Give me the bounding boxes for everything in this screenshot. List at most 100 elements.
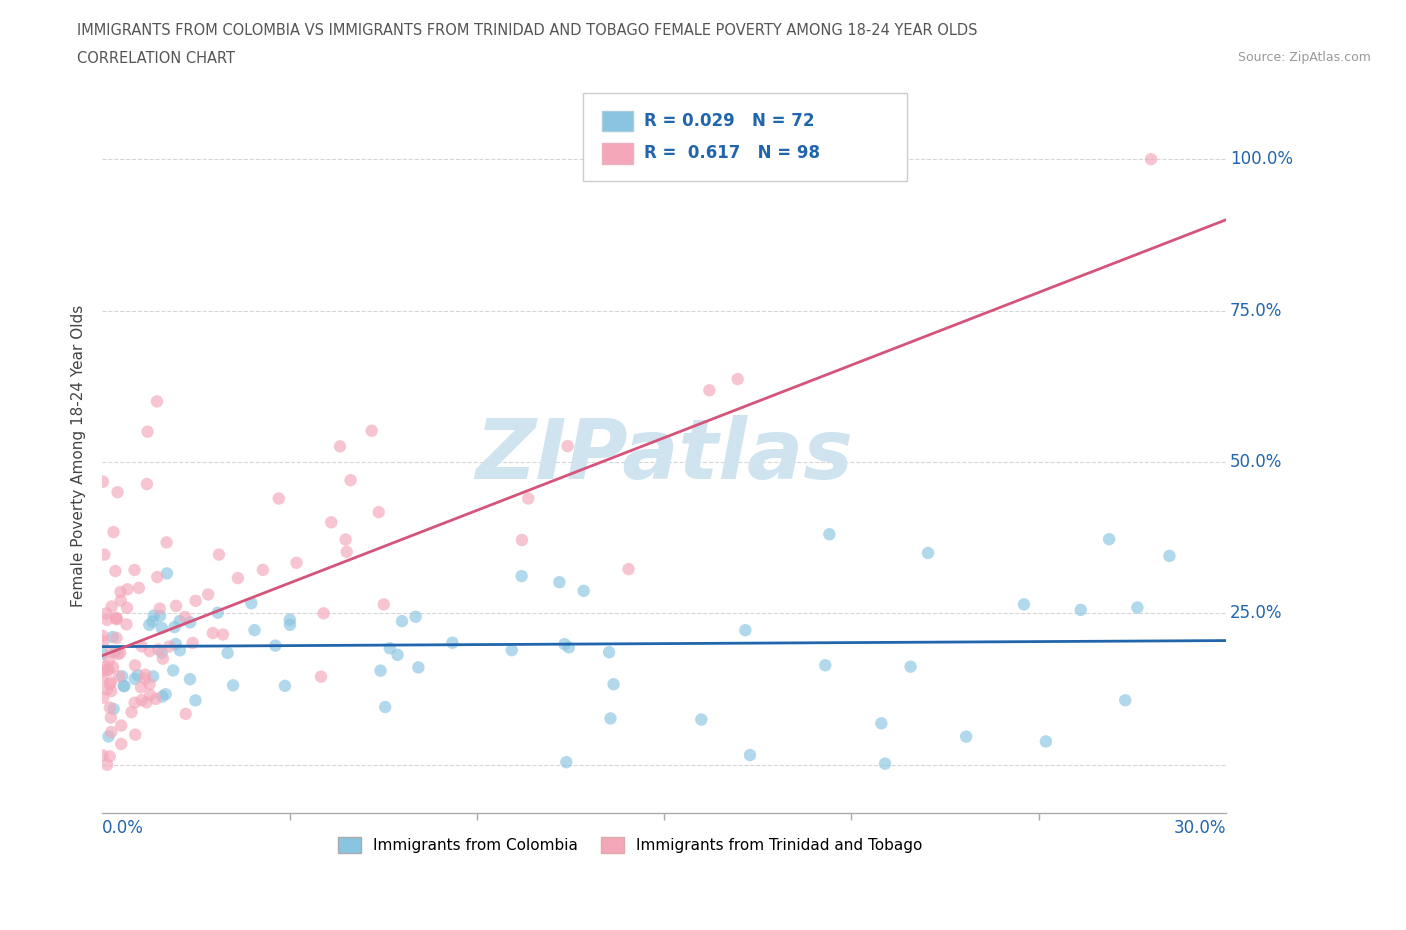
Point (917, 546, 939, 561)
Point (105, 610, 128, 625)
Point (367, 505, 389, 520)
Text: CORRELATION CHART: CORRELATION CHART (77, 51, 235, 66)
Point (96, 757, 118, 772)
Point (108, 645, 131, 660)
Point (142, 614, 165, 629)
Point (226, 571, 249, 586)
Point (155, 535, 177, 550)
Point (110, 593, 132, 608)
Point (156, 566, 179, 581)
Point (1140, 152, 1163, 166)
Point (150, 620, 173, 635)
Point (142, 669, 165, 684)
Point (98, 749, 121, 764)
Point (103, 525, 125, 539)
Point (207, 605, 229, 620)
Point (373, 597, 395, 612)
Point (212, 627, 235, 642)
Point (165, 637, 187, 652)
Point (165, 598, 187, 613)
Point (115, 617, 138, 631)
Point (179, 615, 201, 630)
Point (100, 675, 122, 690)
Point (135, 476, 157, 491)
Point (110, 718, 132, 733)
Point (818, 526, 841, 541)
Text: 30.0%: 30.0% (1174, 819, 1226, 837)
Point (100, 644, 122, 659)
Point (100, 684, 122, 698)
Point (91, 474, 114, 489)
Point (329, 439, 352, 454)
Point (181, 635, 204, 650)
Point (309, 670, 332, 684)
Point (370, 663, 392, 678)
Point (97, 654, 120, 669)
Point (1098, 532, 1121, 547)
Point (1126, 600, 1149, 615)
Point (1012, 597, 1035, 612)
Point (124, 658, 146, 672)
Point (734, 623, 756, 638)
Point (267, 491, 290, 506)
Text: R =  0.617   N = 98: R = 0.617 N = 98 (644, 144, 820, 163)
Point (91, 663, 114, 678)
Point (554, 637, 576, 652)
Point (108, 669, 131, 684)
Text: R = 0.029   N = 72: R = 0.029 N = 72 (644, 112, 814, 130)
Point (1159, 549, 1181, 564)
Point (201, 626, 224, 641)
Point (91, 646, 114, 661)
Point (142, 608, 165, 623)
Point (387, 647, 409, 662)
Point (117, 582, 139, 597)
Point (101, 630, 124, 644)
Text: Source: ZipAtlas.com: Source: ZipAtlas.com (1237, 51, 1371, 64)
Point (91, 629, 114, 644)
Point (264, 638, 287, 653)
Point (124, 563, 146, 578)
Point (814, 658, 837, 672)
Point (128, 580, 150, 595)
Point (169, 614, 191, 629)
Point (727, 372, 749, 387)
Point (101, 659, 124, 674)
Point (501, 643, 523, 658)
Point (162, 663, 184, 678)
Point (91, 671, 114, 686)
Point (174, 610, 197, 625)
Point (129, 680, 152, 695)
Point (93, 547, 115, 562)
Point (197, 587, 219, 602)
Point (378, 641, 401, 656)
Point (558, 640, 581, 655)
Point (138, 644, 160, 658)
Point (184, 593, 207, 608)
Point (184, 693, 207, 708)
Point (555, 755, 578, 770)
Point (97, 663, 120, 678)
Point (103, 701, 125, 716)
Point (146, 394, 169, 409)
Point (104, 564, 127, 578)
Point (510, 533, 533, 548)
Point (391, 614, 413, 629)
Point (873, 756, 896, 771)
Point (124, 727, 146, 742)
Point (152, 651, 174, 666)
Point (100, 724, 122, 739)
Point (111, 669, 134, 684)
Point (222, 678, 245, 693)
Point (104, 644, 127, 659)
Point (138, 677, 160, 692)
Point (138, 618, 160, 632)
Point (278, 612, 301, 627)
Point (441, 635, 464, 650)
Point (617, 562, 640, 577)
Point (96, 606, 118, 621)
Text: IMMIGRANTS FROM COLOMBIA VS IMMIGRANTS FROM TRINIDAD AND TOBAGO FEMALE POVERTY A: IMMIGRANTS FROM COLOMBIA VS IMMIGRANTS F… (77, 23, 977, 38)
Point (97, 729, 120, 744)
Point (336, 544, 359, 559)
Point (131, 639, 153, 654)
Text: 50.0%: 50.0% (1230, 453, 1282, 471)
